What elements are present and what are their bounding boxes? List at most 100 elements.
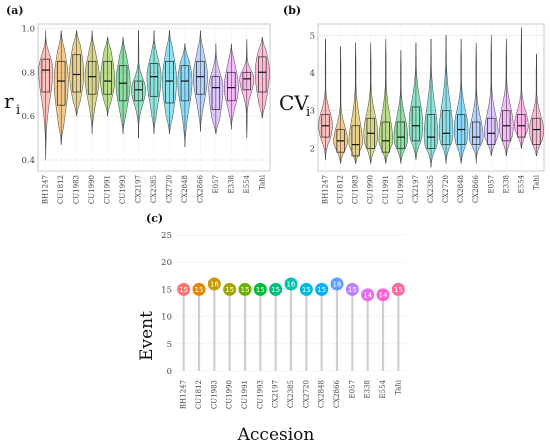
- box-CU1991: [381, 121, 390, 153]
- box-BH1247: [41, 58, 50, 93]
- xtick-label: CU1812: [195, 380, 203, 409]
- box-CU1983: [72, 54, 81, 93]
- panel-a-marks: [38, 30, 270, 161]
- xtick-label: CU1990: [88, 175, 96, 204]
- xtick-label: CX2197: [135, 175, 143, 203]
- xtick-label: CX2848: [181, 175, 189, 203]
- point-E338: [361, 288, 375, 302]
- panel-a-yticks: 0.4 0.6 0.8 1.0: [21, 24, 35, 166]
- panel-b-xticks: BH1247 CU1812 CU1983 CU1990 CU1991 CU1993 CX21…: [322, 174, 541, 204]
- point-E057: [345, 282, 359, 296]
- box-E338: [227, 71, 236, 102]
- xtick-label: CX2385: [287, 380, 295, 408]
- xtick-label: E057: [487, 175, 495, 193]
- panel-c-label: (c): [146, 212, 163, 225]
- point-E554: [376, 288, 390, 302]
- data-label: 15: [394, 286, 403, 294]
- ytick-label: 20: [161, 258, 172, 268]
- panel-a-ylabel: r: [4, 89, 14, 113]
- xtick-label: E338: [227, 175, 235, 193]
- box-E554: [242, 71, 252, 91]
- point-CU1983: [207, 277, 221, 291]
- xtick-label: BH1247: [180, 380, 188, 409]
- ytick-label: 5: [310, 31, 315, 41]
- xtick-label: CU1990: [226, 380, 234, 409]
- data-label: 15: [317, 286, 326, 294]
- xtick-label: E057: [348, 380, 356, 398]
- box-CU1990: [87, 60, 97, 95]
- panel-c-xticks: BH1247 CU1812 CU1983 CU1990 CU1991 CU1993 CX21…: [180, 379, 403, 409]
- xtick-label: CX2866: [196, 174, 204, 203]
- data-label: 16: [333, 280, 342, 288]
- ytick-label: 25: [161, 231, 172, 241]
- panel-b: (b) CV i 2 3 4 5 BH1247 CU1812 CU1983 CU1990 CU…: [279, 4, 545, 204]
- data-label: 15: [348, 286, 357, 294]
- ytick-label: 0: [167, 367, 172, 377]
- box-CU1991: [103, 60, 112, 95]
- point-BH1247: [177, 282, 191, 296]
- xtick-label: CU1991: [104, 175, 112, 204]
- panel-c-marks: 15 15 16 15 15 15 15 16 15 15 16 15 14 14 15: [177, 277, 405, 371]
- box-Tahi: [258, 56, 267, 93]
- xtick-label: CX2866: [333, 379, 341, 408]
- data-label: 14: [363, 291, 372, 299]
- box-CX2385: [149, 63, 159, 97]
- xtick-label: E057: [212, 175, 220, 193]
- ytick-label: 2: [310, 144, 315, 154]
- xtick-label: CX2385: [427, 175, 435, 203]
- data-label: 14: [379, 291, 388, 299]
- box-CX2197: [411, 106, 421, 142]
- xtick-label: CU1993: [256, 380, 264, 409]
- data-label: 16: [287, 280, 296, 288]
- ytick-label: 0.6: [21, 112, 35, 122]
- box-CX2848: [180, 65, 190, 102]
- ytick-label: 4: [310, 69, 315, 79]
- panel-c-xlabel: Accesion: [237, 425, 315, 445]
- panel-a-label: (a): [6, 4, 24, 17]
- xtick-label: CX2197: [272, 380, 280, 408]
- xtick-label: CU1812: [57, 175, 65, 204]
- ytick-label: 1.0: [21, 24, 35, 34]
- xtick-label: CU1983: [73, 175, 81, 204]
- box-CX2385: [426, 114, 436, 149]
- xtick-label: CU1993: [397, 175, 405, 204]
- point-Tahi: [391, 282, 405, 296]
- xtick-label: Tahi: [532, 174, 540, 190]
- xtick-label: CX2720: [165, 175, 173, 203]
- xtick-label: Tahi: [258, 174, 266, 190]
- ytick-label: 0.4: [21, 156, 35, 166]
- point-CU1991: [238, 282, 252, 296]
- box-CU1993: [396, 121, 405, 149]
- box-CU1983: [351, 125, 360, 157]
- ytick-label: 0.8: [21, 68, 35, 78]
- xtick-label: CX2197: [412, 175, 420, 203]
- point-CX2848: [315, 282, 329, 296]
- xtick-label: E338: [502, 175, 510, 193]
- xtick-label: E554: [243, 174, 251, 193]
- data-label: 16: [210, 280, 219, 288]
- box-CX2720: [441, 110, 451, 145]
- ytick-label: 5: [167, 340, 172, 350]
- point-CX2866: [330, 277, 344, 291]
- xtick-label: CU1983: [352, 175, 360, 204]
- data-label: 15: [302, 286, 311, 294]
- point-CU1993: [253, 282, 267, 296]
- ytick-label: 3: [310, 107, 315, 117]
- xtick-label: Tahi: [394, 379, 402, 395]
- ytick-label: 10: [161, 313, 172, 323]
- ytick-label: 15: [161, 285, 172, 295]
- xtick-label: CX2720: [302, 380, 310, 408]
- xtick-label: CU1812: [337, 175, 345, 204]
- point-CX2720: [299, 282, 313, 296]
- xtick-label: CX2848: [318, 380, 326, 408]
- box-Tahi: [532, 117, 541, 145]
- xtick-label: E554: [379, 379, 387, 398]
- point-CU1812: [192, 282, 206, 296]
- box-CU1812: [56, 60, 66, 106]
- xtick-label: CX2720: [442, 175, 450, 203]
- box-E057: [487, 117, 496, 145]
- box-E057: [211, 76, 221, 110]
- point-CX2197: [269, 282, 283, 296]
- xtick-label: CU1990: [367, 175, 375, 204]
